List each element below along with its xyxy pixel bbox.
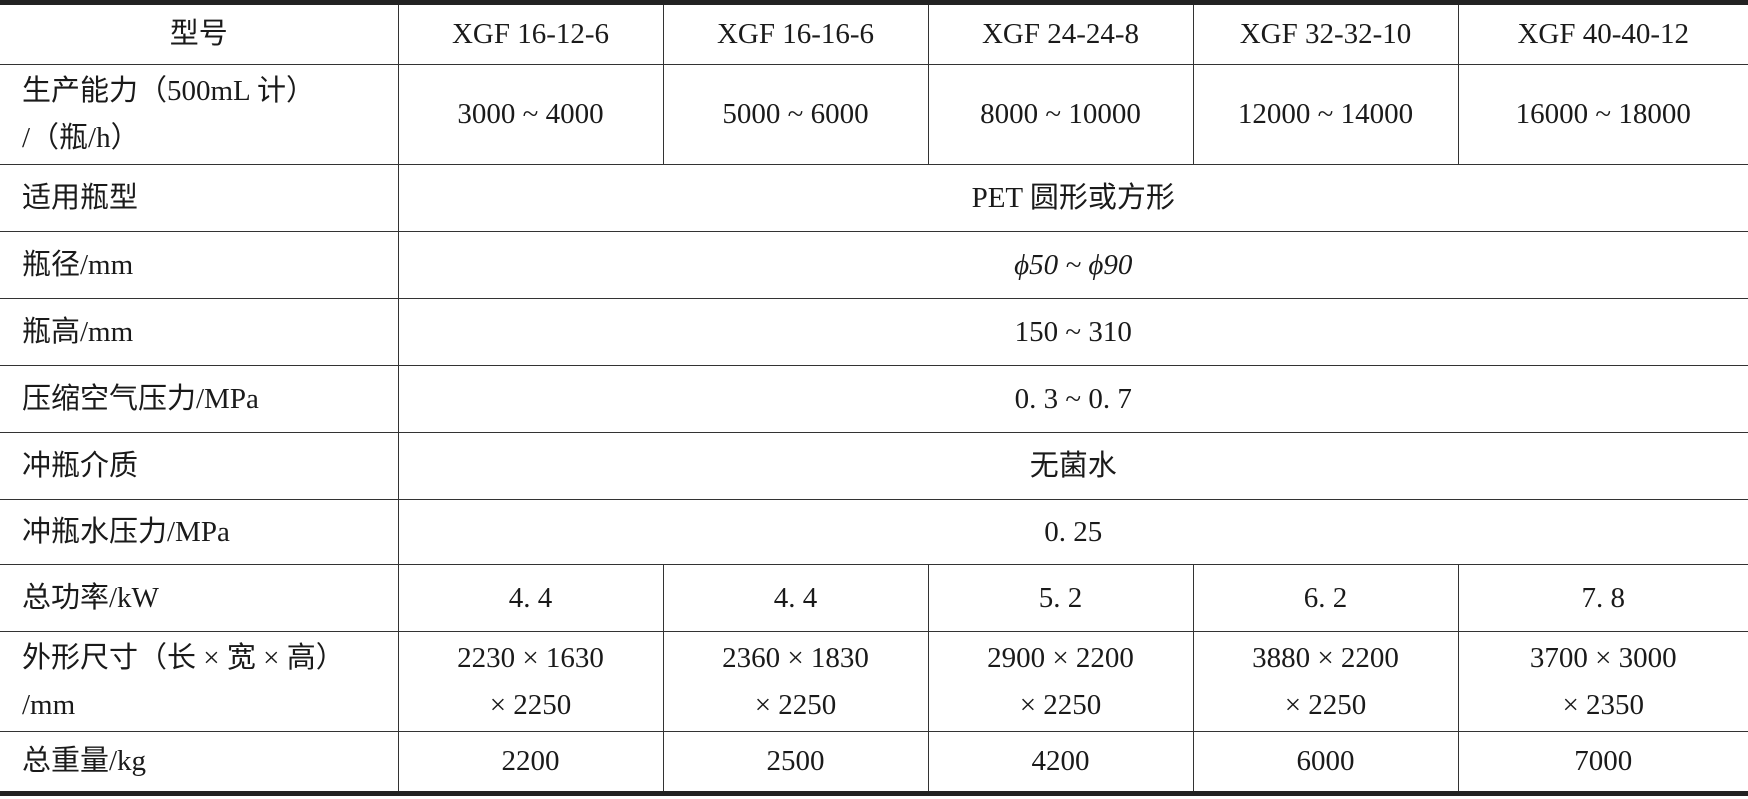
header-label: 型号 (0, 0, 399, 65)
cell: 7. 8 (1457, 564, 1748, 632)
cell-line: 2230 × 1630 (457, 642, 604, 675)
label-line: 生产能力（500mL 计） (22, 75, 315, 108)
cell: PET 圆形或方形 (397, 164, 1748, 232)
label-line: 外形尺寸（长 × 宽 × 高） (22, 642, 345, 675)
shared-row: 压缩空气压力/MPa 0. 3 ~ 0. 7 (0, 365, 1748, 433)
row-label: 适用瓶型 (0, 164, 399, 232)
weight-row: 总重量/kg 2200 2500 4200 6000 7000 (0, 731, 1748, 796)
model-header: XGF 40-40-12 (1457, 0, 1748, 65)
row-label: 冲瓶水压力/MPa (0, 499, 399, 565)
cell-line: 2900 × 2200 (987, 642, 1134, 675)
cell: 150 ~ 310 (397, 298, 1748, 366)
cell: 4. 4 (662, 564, 929, 632)
cell: 5. 2 (927, 564, 1194, 632)
cell: 4200 (927, 731, 1194, 796)
cell-line: 3700 × 3000 (1529, 642, 1677, 675)
cell: 6. 2 (1192, 564, 1459, 632)
cell-line: 2360 × 1830 (722, 642, 869, 675)
cell: 2360 × 1830 × 2250 (662, 631, 929, 732)
cell-line: × 2250 (489, 688, 572, 721)
row-label: 外形尺寸（长 × 宽 × 高） /mm (0, 631, 399, 732)
cell-line: × 2250 (1019, 688, 1102, 721)
row-label: 总重量/kg (0, 731, 399, 796)
cell-line: × 2250 (1284, 688, 1367, 721)
cell: 无菌水 (397, 432, 1748, 500)
model-header: XGF 24-24-8 (927, 0, 1194, 65)
shared-row: 冲瓶介质 无菌水 (0, 432, 1748, 500)
cell: 0. 25 (397, 499, 1748, 565)
cell: 2900 × 2200 × 2250 (927, 631, 1194, 732)
power-row: 总功率/kW 4. 4 4. 4 5. 2 6. 2 7. 8 (0, 564, 1748, 632)
row-label: 瓶径/mm (0, 231, 399, 299)
row-label: 冲瓶介质 (0, 432, 399, 500)
label-line: /（瓶/h） (22, 121, 140, 154)
row-label: 压缩空气压力/MPa (0, 365, 399, 433)
capacity-row: 生产能力（500mL 计） /（瓶/h） 3000 ~ 4000 5000 ~ 6… (0, 64, 1748, 165)
cell-line: 3880 × 2200 (1252, 642, 1399, 675)
cell: 7000 (1457, 731, 1748, 796)
cell: 16000 ~ 18000 (1457, 64, 1748, 165)
model-header: XGF 16-12-6 (397, 0, 664, 65)
cell: 6000 (1192, 731, 1459, 796)
cell-line: × 2250 (754, 688, 837, 721)
shared-row: 瓶径/mm ϕ50 ~ ϕ90 (0, 231, 1748, 299)
row-label: 生产能力（500mL 计） /（瓶/h） (0, 64, 399, 165)
dimensions-row: 外形尺寸（长 × 宽 × 高） /mm 2230 × 1630 × 2250 236… (0, 631, 1748, 732)
cell: 4. 4 (397, 564, 664, 632)
row-label: 瓶高/mm (0, 298, 399, 366)
model-header: XGF 32-32-10 (1192, 0, 1459, 65)
cell: 3700 × 3000 × 2350 (1457, 631, 1748, 732)
cell: 8000 ~ 10000 (927, 64, 1194, 165)
cell: 3000 ~ 4000 (397, 64, 664, 165)
cell: 0. 3 ~ 0. 7 (397, 365, 1748, 433)
cell: ϕ50 ~ ϕ90 (397, 231, 1748, 299)
shared-row: 瓶高/mm 150 ~ 310 (0, 298, 1748, 366)
cell: 12000 ~ 14000 (1192, 64, 1459, 165)
shared-row: 适用瓶型 PET 圆形或方形 (0, 164, 1748, 232)
cell: 2200 (397, 731, 664, 796)
cell-line: × 2350 (1562, 688, 1645, 721)
cell: 2230 × 1630 × 2250 (397, 631, 664, 732)
header-row: 型号 XGF 16-12-6 XGF 16-16-6 XGF 24-24-8 X… (0, 0, 1748, 65)
cell: 2500 (662, 731, 929, 796)
label-line: /mm (22, 688, 76, 721)
model-header: XGF 16-16-6 (662, 0, 929, 65)
cell: 3880 × 2200 × 2250 (1192, 631, 1459, 732)
row-label: 总功率/kW (0, 564, 399, 632)
cell: 5000 ~ 6000 (662, 64, 929, 165)
shared-row: 冲瓶水压力/MPa 0. 25 (0, 499, 1748, 565)
